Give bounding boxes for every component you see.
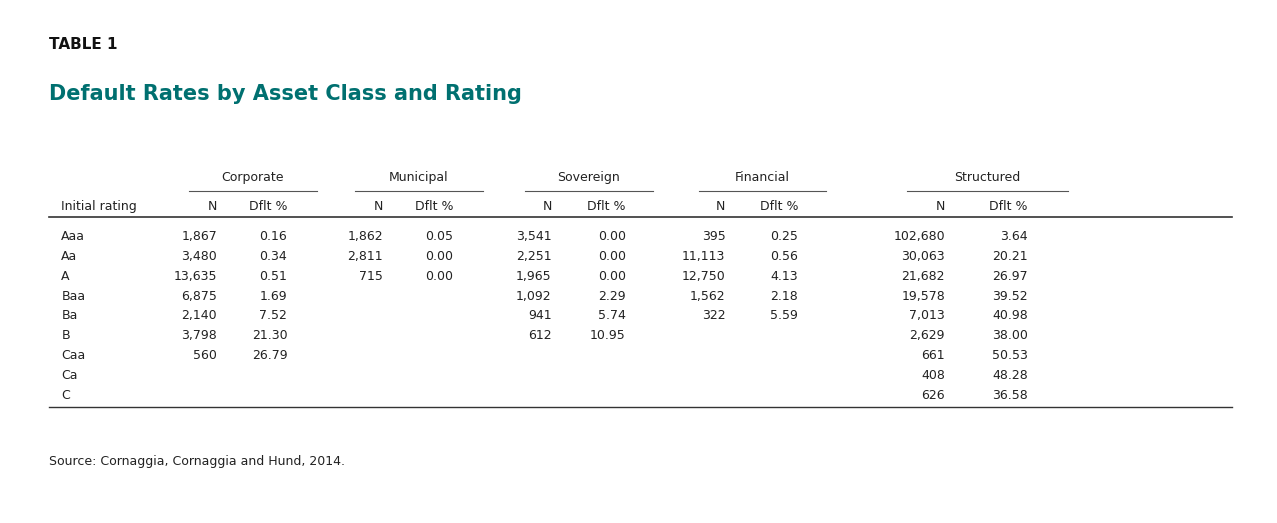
Text: 0.00: 0.00 xyxy=(425,250,453,263)
Text: 2.29: 2.29 xyxy=(598,290,626,302)
Text: 0.00: 0.00 xyxy=(598,250,626,263)
Text: 408: 408 xyxy=(921,369,945,382)
Text: 5.59: 5.59 xyxy=(770,310,798,322)
Text: 1.69: 1.69 xyxy=(259,290,287,302)
Text: N: N xyxy=(208,200,217,213)
Text: Ca: Ca xyxy=(61,369,78,382)
Text: Sovereign: Sovereign xyxy=(557,172,621,184)
Text: 560: 560 xyxy=(193,349,217,362)
Text: N: N xyxy=(936,200,945,213)
Text: 1,562: 1,562 xyxy=(690,290,725,302)
Text: 3.64: 3.64 xyxy=(1000,230,1028,243)
Text: Dflt %: Dflt % xyxy=(990,200,1028,213)
Text: N: N xyxy=(374,200,383,213)
Text: 5.74: 5.74 xyxy=(598,310,626,322)
Text: 1,965: 1,965 xyxy=(516,270,552,282)
Text: 38.00: 38.00 xyxy=(992,329,1028,342)
Text: 0.00: 0.00 xyxy=(425,270,453,282)
Text: TABLE 1: TABLE 1 xyxy=(49,37,117,52)
Text: Structured: Structured xyxy=(954,172,1020,184)
Text: 21.30: 21.30 xyxy=(252,329,287,342)
Text: 0.51: 0.51 xyxy=(259,270,287,282)
Text: C: C xyxy=(61,389,70,402)
Text: B: B xyxy=(61,329,70,342)
Text: 395: 395 xyxy=(701,230,725,243)
Text: Corporate: Corporate xyxy=(222,172,283,184)
Text: Dflt %: Dflt % xyxy=(760,200,798,213)
Text: 102,680: 102,680 xyxy=(894,230,945,243)
Text: 626: 626 xyxy=(921,389,945,402)
Text: 21,682: 21,682 xyxy=(902,270,945,282)
Text: 40.98: 40.98 xyxy=(992,310,1028,322)
Text: 50.53: 50.53 xyxy=(992,349,1028,362)
Text: 26.79: 26.79 xyxy=(252,349,287,362)
Text: 0.00: 0.00 xyxy=(598,230,626,243)
Text: Baa: Baa xyxy=(61,290,86,302)
Text: 0.56: 0.56 xyxy=(770,250,798,263)
Text: Source: Cornaggia, Cornaggia and Hund, 2014.: Source: Cornaggia, Cornaggia and Hund, 2… xyxy=(49,455,345,468)
Text: Dflt %: Dflt % xyxy=(587,200,626,213)
Text: 0.05: 0.05 xyxy=(425,230,453,243)
Text: Dflt %: Dflt % xyxy=(415,200,453,213)
Text: 661: 661 xyxy=(921,349,945,362)
Text: 36.58: 36.58 xyxy=(992,389,1028,402)
Text: 1,862: 1,862 xyxy=(347,230,383,243)
Text: 19,578: 19,578 xyxy=(902,290,945,302)
Text: 10.95: 10.95 xyxy=(590,329,626,342)
Text: N: N xyxy=(716,200,725,213)
Text: 612: 612 xyxy=(527,329,552,342)
Text: 3,480: 3,480 xyxy=(181,250,217,263)
Text: Financial: Financial xyxy=(734,172,790,184)
Text: 0.34: 0.34 xyxy=(259,250,287,263)
Text: 7.52: 7.52 xyxy=(259,310,287,322)
Text: 39.52: 39.52 xyxy=(992,290,1028,302)
Text: N: N xyxy=(543,200,552,213)
Text: Aaa: Aaa xyxy=(61,230,86,243)
Text: Default Rates by Asset Class and Rating: Default Rates by Asset Class and Rating xyxy=(49,84,521,104)
Text: 1,092: 1,092 xyxy=(516,290,552,302)
Text: 0.16: 0.16 xyxy=(259,230,287,243)
Text: 26.97: 26.97 xyxy=(992,270,1028,282)
Text: 715: 715 xyxy=(359,270,383,282)
Text: Ba: Ba xyxy=(61,310,78,322)
Text: Initial rating: Initial rating xyxy=(61,200,137,213)
Text: 12,750: 12,750 xyxy=(682,270,725,282)
Text: Aa: Aa xyxy=(61,250,78,263)
Text: 7,013: 7,013 xyxy=(909,310,945,322)
Text: 13,635: 13,635 xyxy=(174,270,217,282)
Text: 20.21: 20.21 xyxy=(992,250,1028,263)
Text: Dflt %: Dflt % xyxy=(249,200,287,213)
Text: Municipal: Municipal xyxy=(389,172,448,184)
Text: 322: 322 xyxy=(701,310,725,322)
Text: 11,113: 11,113 xyxy=(682,250,725,263)
Text: Caa: Caa xyxy=(61,349,86,362)
Text: 48.28: 48.28 xyxy=(992,369,1028,382)
Text: 941: 941 xyxy=(527,310,552,322)
Text: 2,629: 2,629 xyxy=(909,329,945,342)
Text: 2,140: 2,140 xyxy=(181,310,217,322)
Text: 2.18: 2.18 xyxy=(770,290,798,302)
Text: 0.25: 0.25 xyxy=(770,230,798,243)
Text: 3,541: 3,541 xyxy=(516,230,552,243)
Text: 1,867: 1,867 xyxy=(181,230,217,243)
Text: 3,798: 3,798 xyxy=(181,329,217,342)
Text: A: A xyxy=(61,270,70,282)
Text: 2,811: 2,811 xyxy=(347,250,383,263)
Text: 2,251: 2,251 xyxy=(516,250,552,263)
Text: 6,875: 6,875 xyxy=(181,290,217,302)
Text: 0.00: 0.00 xyxy=(598,270,626,282)
Text: 30,063: 30,063 xyxy=(902,250,945,263)
Text: 4.13: 4.13 xyxy=(770,270,798,282)
